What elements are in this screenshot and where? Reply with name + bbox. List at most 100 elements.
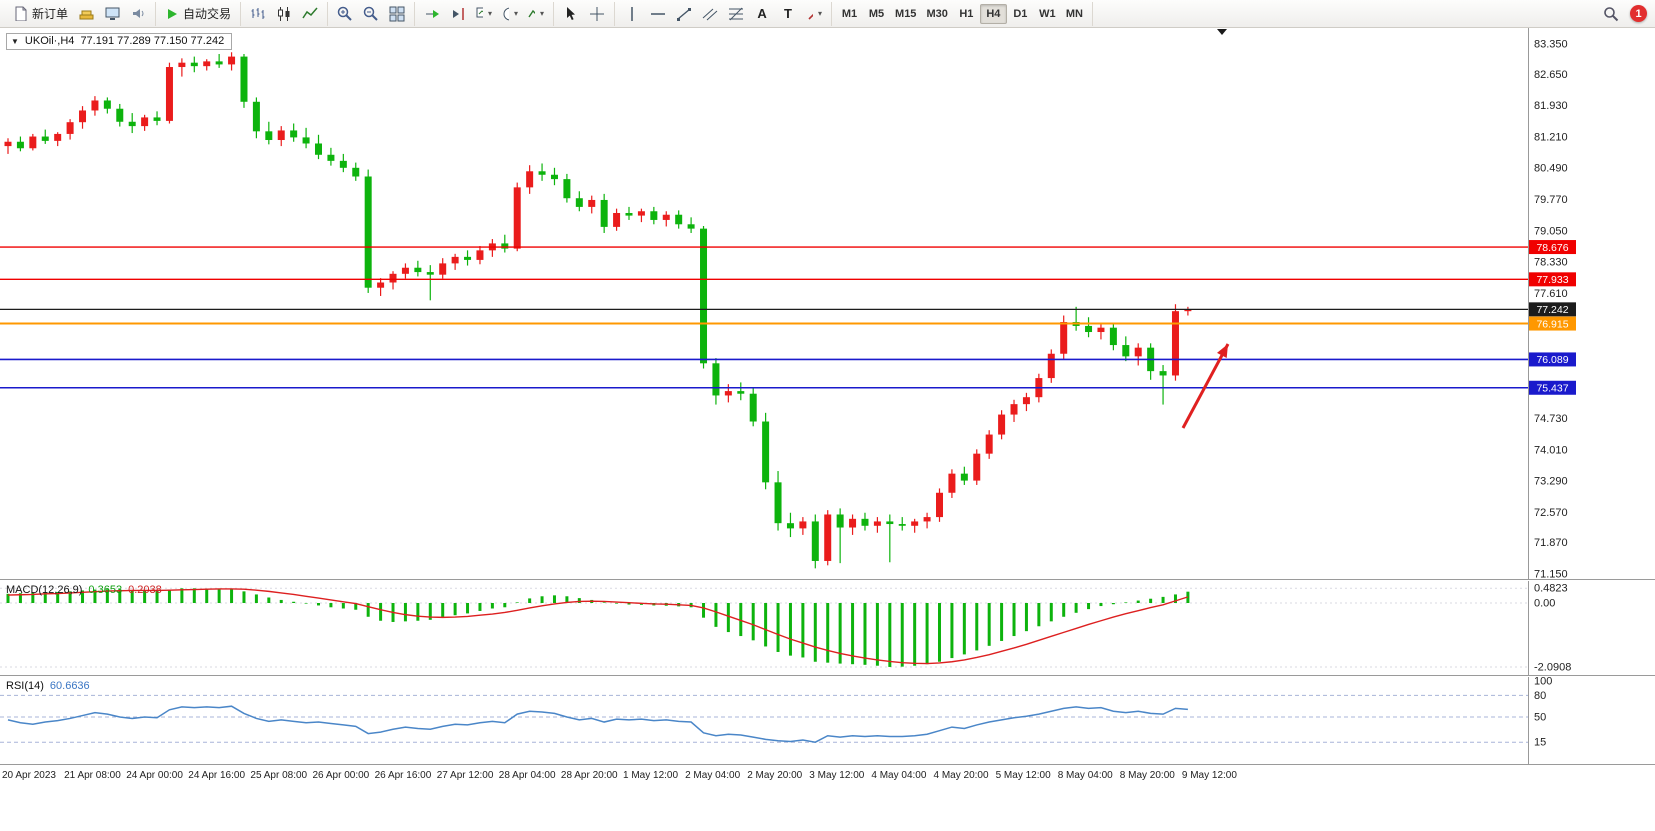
price-tick-label: 73.290 xyxy=(1534,476,1568,488)
new-chart-button[interactable]: ▾ xyxy=(471,3,497,25)
market-watch-button[interactable] xyxy=(73,3,99,25)
time-axis-label: 9 May 12:00 xyxy=(1181,770,1237,781)
periods-button[interactable]: ▾ xyxy=(497,3,523,25)
price-badge: 75.437 xyxy=(1529,380,1576,395)
trendline-button[interactable] xyxy=(671,3,697,25)
price-tick-label: 83.350 xyxy=(1534,39,1568,51)
time-axis-label: 1 May 12:00 xyxy=(623,770,679,781)
channel-icon xyxy=(702,8,718,20)
symbol-ohlc: 77.191 77.289 77.150 77.242 xyxy=(80,35,225,47)
chart-shift-button[interactable] xyxy=(445,3,471,25)
horizontal-line-button[interactable] xyxy=(645,3,671,25)
price-tick-label: 71.870 xyxy=(1534,537,1568,549)
arrow-tools-button[interactable]: ▾ xyxy=(801,3,827,25)
price-badge: 77.242 xyxy=(1529,302,1576,317)
candlestick-chart-button[interactable] xyxy=(271,3,297,25)
time-axis-label: 4 May 20:00 xyxy=(933,770,989,781)
search-button[interactable] xyxy=(1598,3,1624,25)
timeframe-h1[interactable]: H1 xyxy=(953,4,980,24)
auto-scroll-icon xyxy=(426,9,440,18)
svg-text:76.915: 76.915 xyxy=(1536,318,1568,330)
search-icon xyxy=(1604,6,1619,21)
tile-windows-icon xyxy=(389,6,405,21)
price-badge: 76.915 xyxy=(1529,316,1576,331)
trendline-icon xyxy=(677,7,692,21)
svg-text:76.089: 76.089 xyxy=(1536,354,1568,366)
svg-text:77.242: 77.242 xyxy=(1536,304,1568,316)
channel-button[interactable] xyxy=(697,3,723,25)
timeframe-m1[interactable]: M1 xyxy=(836,4,863,24)
rsi-value: 60.6636 xyxy=(49,680,90,692)
fibonacci-button[interactable] xyxy=(723,3,749,25)
vertical-line-button[interactable] xyxy=(619,3,645,25)
timeframe-m30[interactable]: M30 xyxy=(921,4,952,24)
svg-text:77.933: 77.933 xyxy=(1536,274,1568,286)
indicators-button[interactable]: ▾ xyxy=(523,3,549,25)
toolbar-group-chart-type xyxy=(241,1,329,26)
time-axis[interactable]: 20 Apr 2023 21 Apr 08:00 24 Apr 00:00 24 Ap… xyxy=(0,766,1655,788)
timeframe-m5[interactable]: M5 xyxy=(863,4,890,24)
notification-badge[interactable]: 1 xyxy=(1630,5,1647,22)
text-label-icon: T xyxy=(784,6,792,21)
new-order-button[interactable]: 新订单 xyxy=(8,3,73,25)
price-tick-label: 79.770 xyxy=(1534,194,1568,206)
auto-trading-label: 自动交易 xyxy=(183,7,232,21)
price-tick-label: 78.330 xyxy=(1534,257,1568,269)
rsi-chart[interactable]: 100 80 50 15 xyxy=(0,677,1655,765)
time-axis-label: 28 Apr 20:00 xyxy=(560,770,618,781)
macd-label: MACD(12,26,9) 0.3653 0.2038 xyxy=(6,584,162,596)
price-badge: 76.089 xyxy=(1529,352,1576,367)
auto-trading-button[interactable]: 自动交易 xyxy=(160,3,236,25)
text-icon: A xyxy=(757,6,767,21)
new-chart-icon xyxy=(476,7,484,17)
navigator-icon xyxy=(132,9,144,18)
price-tick-label: 74.730 xyxy=(1534,413,1568,425)
line-chart-icon xyxy=(302,7,318,18)
macd-chart[interactable]: 0.4823 0.00 -2.0908 xyxy=(0,581,1655,676)
auto-trading-icon xyxy=(168,8,178,19)
time-axis-label: 24 Apr 00:00 xyxy=(126,770,183,781)
navigator-button[interactable] xyxy=(125,3,151,25)
annotation-arrow xyxy=(1181,343,1230,429)
price-badge: 78.676 xyxy=(1529,240,1576,255)
timeframe-m15[interactable]: M15 xyxy=(890,4,921,24)
zoom-out-button[interactable] xyxy=(358,3,384,25)
svg-text:75.437: 75.437 xyxy=(1536,383,1568,395)
bar-chart-button[interactable] xyxy=(245,3,271,25)
rsi-label: RSI(14) 60.6636 xyxy=(6,680,90,692)
time-axis-label: 21 Apr 08:00 xyxy=(64,770,121,781)
timeframe-w1[interactable]: W1 xyxy=(1034,4,1061,24)
line-chart-button[interactable] xyxy=(297,3,323,25)
text-button[interactable]: A xyxy=(749,3,775,25)
price-tick-label: 81.210 xyxy=(1534,131,1568,143)
chevron-down-icon: ▾ xyxy=(540,9,545,18)
time-axis-label: 27 Apr 12:00 xyxy=(436,770,494,781)
timeframe-d1[interactable]: D1 xyxy=(1007,4,1034,24)
cursor-button[interactable] xyxy=(558,3,584,25)
time-axis-label: 8 May 04:00 xyxy=(1057,770,1113,781)
macd-tick-label: 0.4823 xyxy=(1534,583,1568,595)
zoom-in-icon xyxy=(337,6,352,21)
macd-panel: MACD(12,26,9) 0.3653 0.2038 0.4823 0.00 -2… xyxy=(0,581,1655,676)
timeframe-h4[interactable]: H4 xyxy=(979,3,1007,24)
zoom-in-button[interactable] xyxy=(332,3,358,25)
one-click-collapse-icon[interactable]: ▼ xyxy=(11,36,19,46)
data-window-button[interactable] xyxy=(99,3,125,25)
rsi-line xyxy=(7,705,1188,743)
price-chart-panel: ▼ UKOil·,H4 77.191 77.289 77.150 77.242 … xyxy=(0,28,1655,580)
macd-name: MACD(12,26,9) xyxy=(6,584,83,596)
clock-icon xyxy=(503,7,510,20)
time-axis-label: 28 Apr 04:00 xyxy=(498,770,556,781)
candlestick-chart[interactable]: 78.676 77.933 77.242 76.915 76.089 75.437 83.3… xyxy=(0,28,1655,580)
text-label-button[interactable]: T xyxy=(775,3,801,25)
price-tick-label: 71.150 xyxy=(1534,569,1568,581)
price-tick-label: 79.050 xyxy=(1534,225,1568,237)
time-axis-label: 24 Apr 16:00 xyxy=(188,770,246,781)
auto-scroll-button[interactable] xyxy=(419,3,445,25)
crosshair-icon xyxy=(590,6,605,21)
toolbar-group-zoom xyxy=(328,1,416,26)
tile-windows-button[interactable] xyxy=(384,3,410,25)
price-tick-label: 74.010 xyxy=(1534,444,1568,456)
timeframe-mn[interactable]: MN xyxy=(1061,4,1088,24)
crosshair-button[interactable] xyxy=(584,3,610,25)
